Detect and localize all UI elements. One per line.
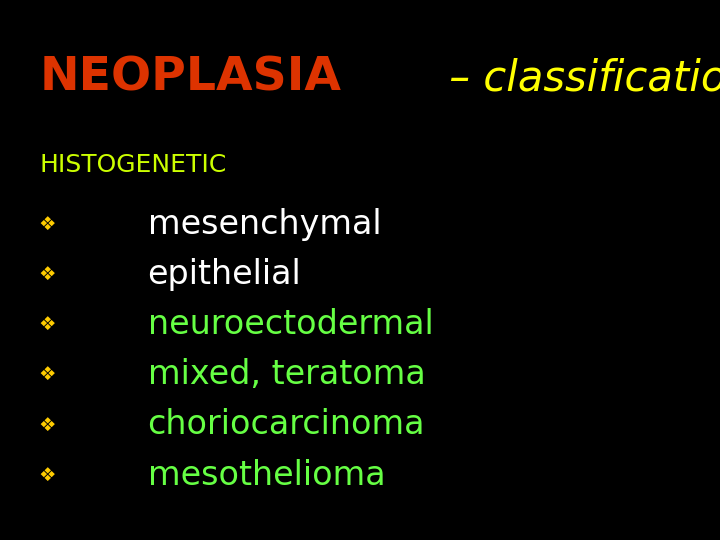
Text: ❖: ❖ (38, 415, 55, 435)
Text: ❖: ❖ (38, 265, 55, 284)
Text: mesenchymal: mesenchymal (148, 207, 381, 241)
Text: neuroectodermal: neuroectodermal (148, 308, 433, 341)
Text: mesothelioma: mesothelioma (148, 458, 385, 492)
Text: mixed, teratoma: mixed, teratoma (148, 358, 426, 392)
Text: – classification: – classification (436, 57, 720, 99)
Text: ❖: ❖ (38, 465, 55, 485)
Text: epithelial: epithelial (148, 258, 302, 291)
Text: choriocarcinoma: choriocarcinoma (148, 408, 425, 442)
Text: ❖: ❖ (38, 365, 55, 384)
Text: HISTOGENETIC: HISTOGENETIC (40, 153, 227, 177)
Text: NEOPLASIA: NEOPLASIA (40, 56, 341, 101)
Text: ❖: ❖ (38, 214, 55, 234)
Text: ❖: ❖ (38, 315, 55, 334)
